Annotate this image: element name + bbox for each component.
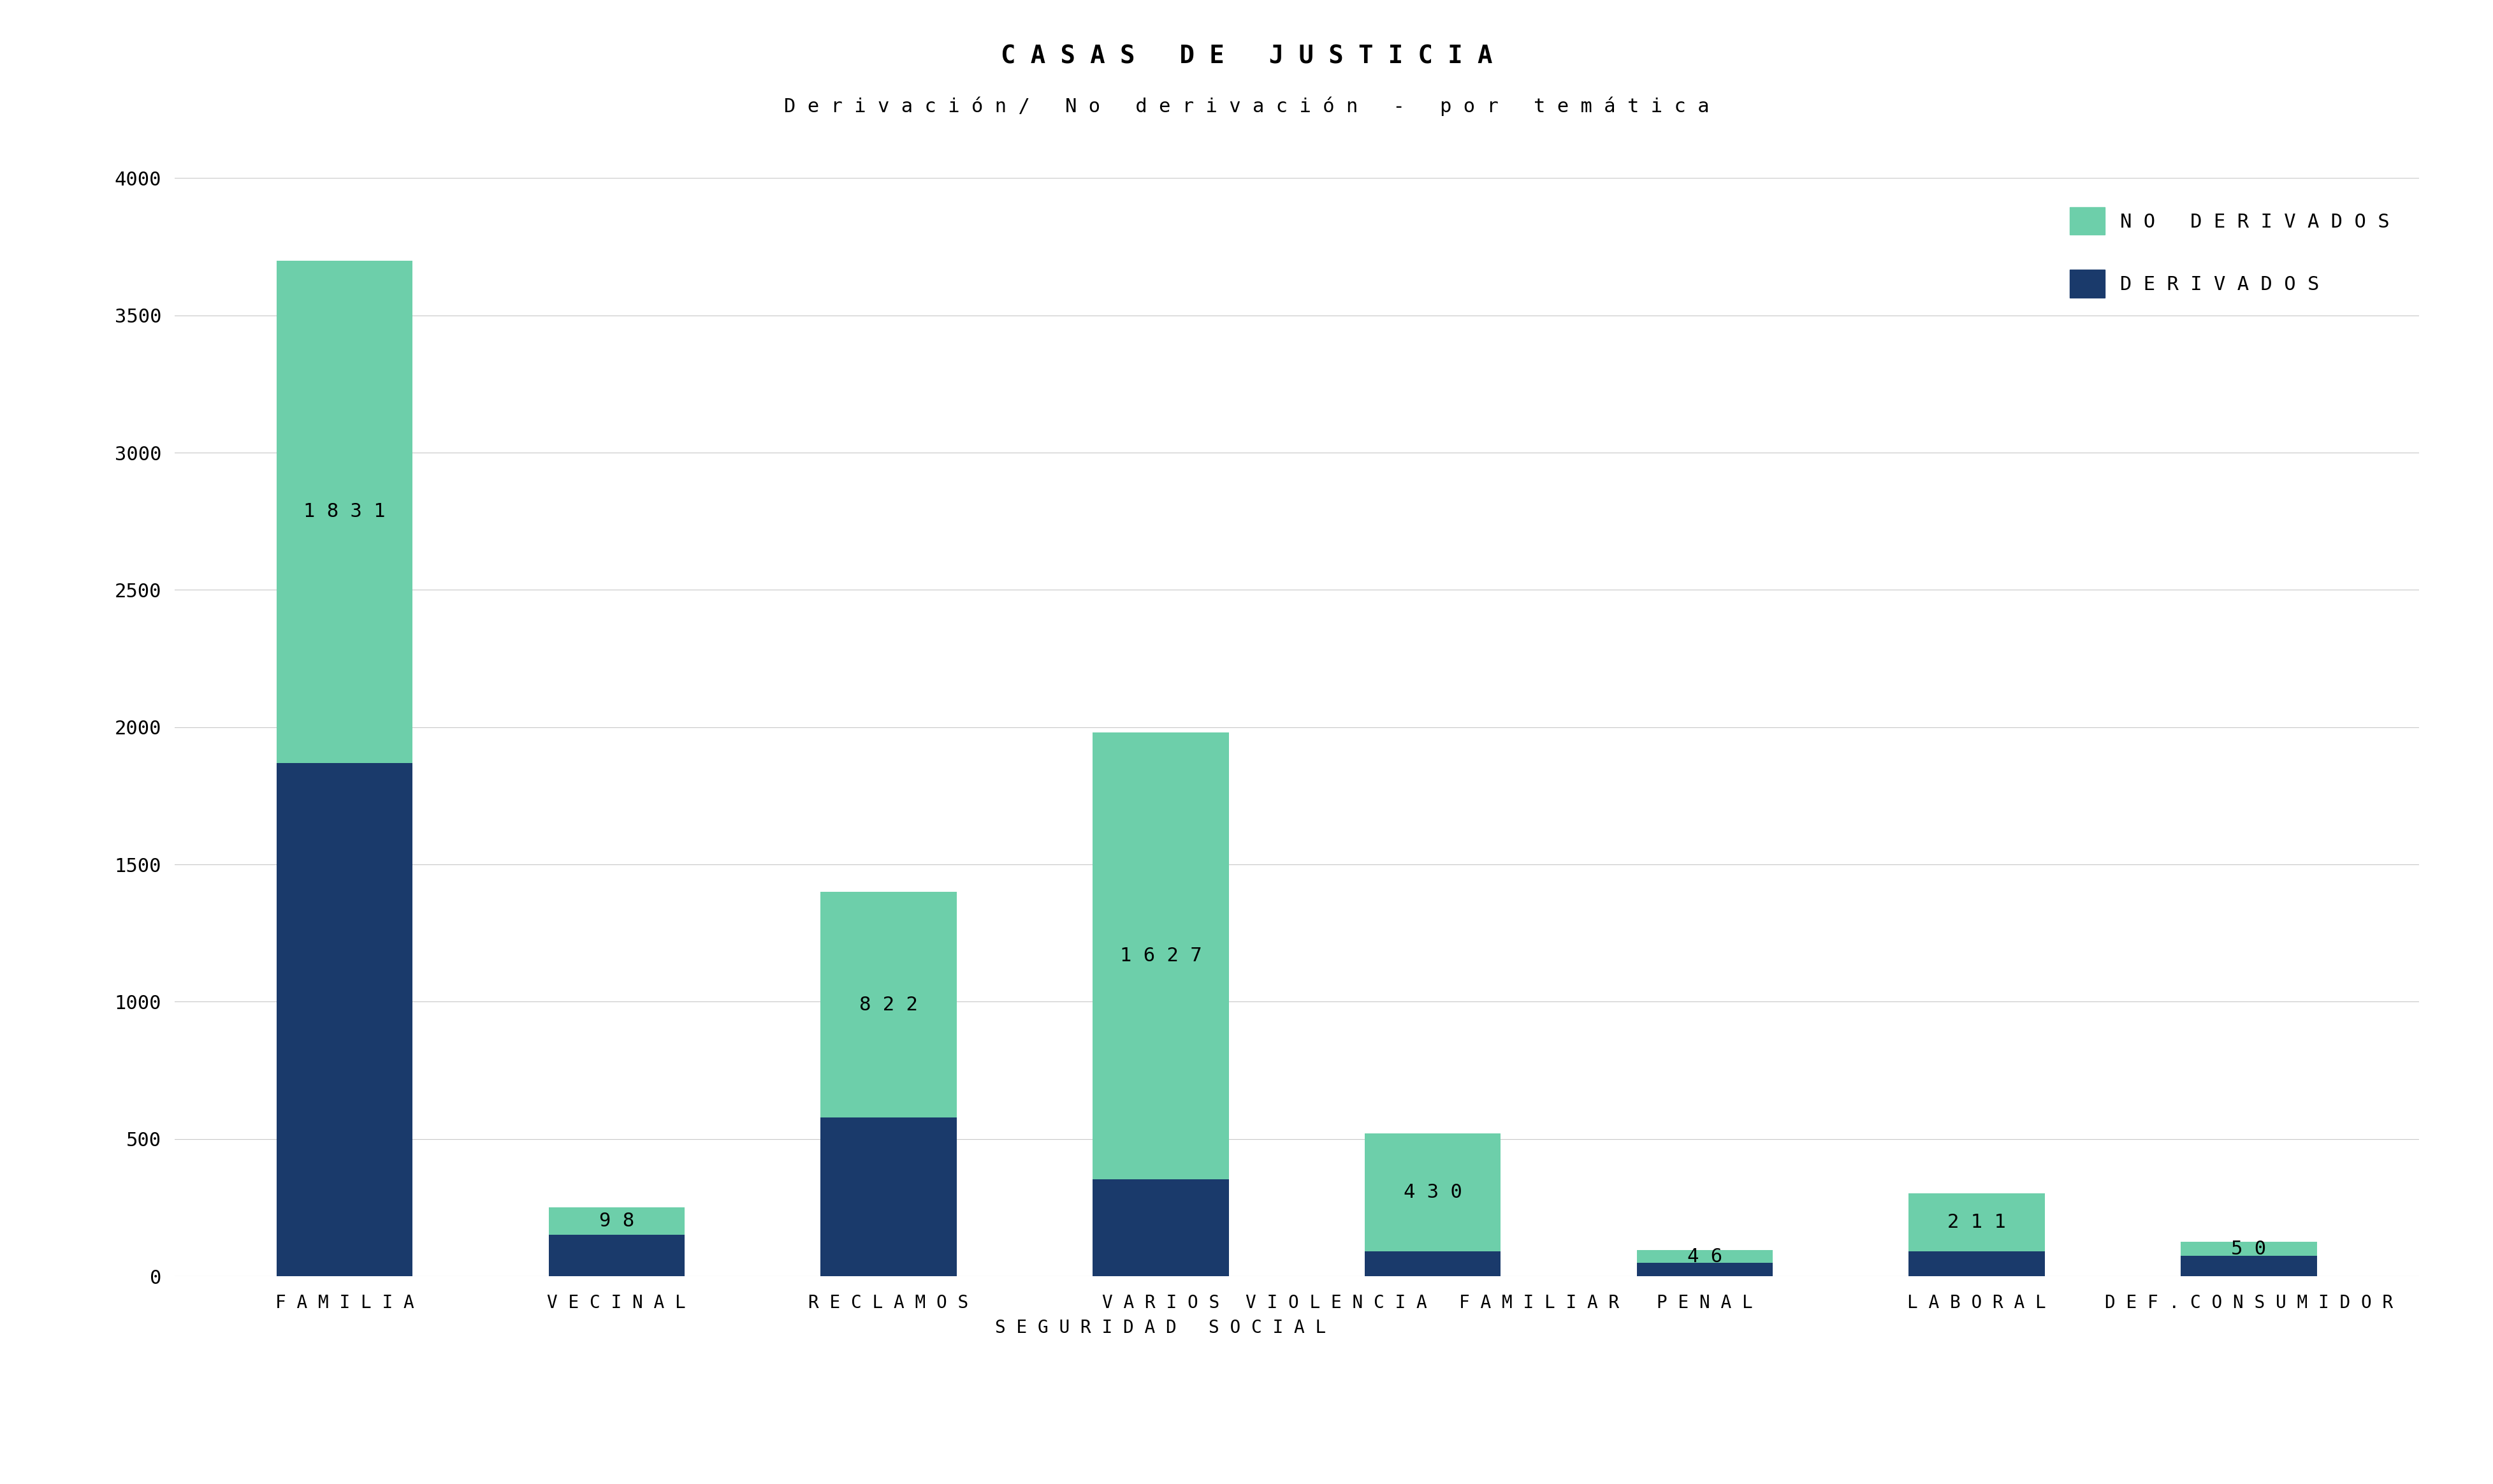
- Bar: [1635, 1250, 1773, 1263]
- Bar: [1907, 1251, 2044, 1276]
- Bar: [2181, 1242, 2316, 1255]
- Bar: [820, 1117, 957, 1276]
- Bar: [1092, 1180, 1229, 1276]
- Text: 4 6: 4 6: [1688, 1247, 1723, 1266]
- Text: C A S A S   D E   J U S T I C I A: C A S A S D E J U S T I C I A: [1000, 45, 1493, 68]
- Bar: [548, 1235, 686, 1276]
- Text: 8 2 2: 8 2 2: [860, 996, 917, 1014]
- Bar: [548, 1208, 686, 1235]
- Text: 1 8 3 1: 1 8 3 1: [304, 503, 386, 521]
- Bar: [2181, 1255, 2316, 1276]
- Bar: [1635, 1263, 1773, 1276]
- Text: 9 8: 9 8: [598, 1212, 633, 1230]
- Text: D e r i v a c i ó n /   N o   d e r i v a c i ó n   -   p o r   t e m á t i c a: D e r i v a c i ó n / N o d e r i v a c …: [783, 96, 1710, 116]
- Bar: [820, 892, 957, 1117]
- Bar: [1907, 1193, 2044, 1251]
- Bar: [277, 261, 411, 763]
- Bar: [1092, 733, 1229, 1180]
- Legend: N O   D E R I V A D O S, D E R I V A D O S: N O D E R I V A D O S, D E R I V A D O S: [2049, 188, 2408, 318]
- Text: 5 0: 5 0: [2231, 1239, 2266, 1258]
- Text: 4 3 0: 4 3 0: [1404, 1183, 1461, 1202]
- Text: 2 1 1: 2 1 1: [1947, 1214, 2004, 1232]
- Bar: [277, 763, 411, 1276]
- Bar: [1364, 1251, 1501, 1276]
- Bar: [1364, 1134, 1501, 1251]
- Text: 1 6 2 7: 1 6 2 7: [1119, 947, 1202, 965]
